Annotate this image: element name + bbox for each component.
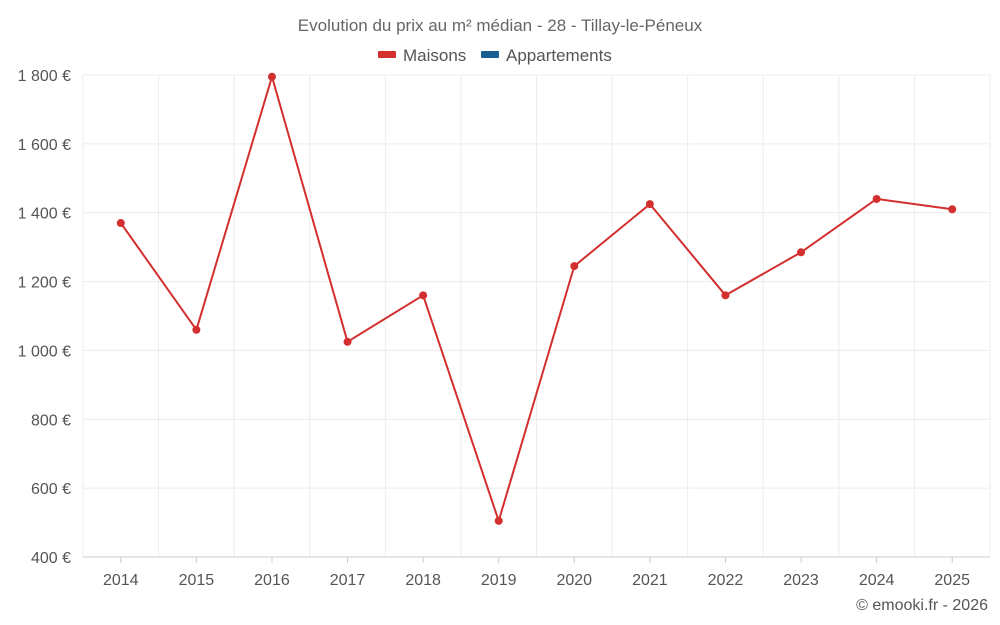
x-tick-label: 2015 [179, 572, 215, 589]
y-tick-label: 400 € [31, 550, 71, 567]
y-tick-label: 1 800 € [18, 68, 71, 85]
legend-item-appartements[interactable]: Appartements [481, 46, 612, 65]
data-point-maisons-2014[interactable] [116, 219, 125, 228]
data-point-maisons-2019[interactable] [494, 516, 503, 525]
legend: Maisons Appartements [378, 46, 612, 65]
chart-title: Evolution du prix au m² médian - 28 - Ti… [298, 16, 703, 35]
y-tick-label: 800 € [31, 412, 71, 429]
data-point-maisons-2020[interactable] [570, 262, 579, 271]
x-tick-label: 2023 [783, 572, 819, 589]
y-tick-label: 1 400 € [18, 206, 71, 223]
series-layer [116, 72, 957, 525]
data-point-maisons-2021[interactable] [645, 200, 654, 209]
x-tick-label: 2020 [556, 572, 592, 589]
series-line-maisons [119, 75, 953, 522]
legend-swatch-appartements [481, 51, 499, 58]
x-tick-label: 2021 [632, 572, 668, 589]
data-point-maisons-2023[interactable] [797, 248, 806, 257]
grid [82, 74, 991, 557]
y-tick-label: 1 000 € [18, 343, 71, 360]
data-point-maisons-2024[interactable] [872, 194, 881, 203]
data-point-maisons-2015[interactable] [192, 325, 201, 334]
legend-item-maisons[interactable]: Maisons [378, 46, 466, 65]
legend-label-appartements: Appartements [506, 46, 612, 65]
legend-label-maisons: Maisons [403, 46, 466, 65]
x-tick-label: 2025 [934, 572, 970, 589]
data-point-maisons-2022[interactable] [721, 291, 730, 300]
credit-text: © emooki.fr - 2026 [856, 597, 988, 614]
data-point-maisons-2017[interactable] [343, 337, 352, 346]
axes: 400 € 600 € 800 € 1 000 € 1 200 € 1 400 € 1 60… [18, 68, 990, 589]
data-point-maisons-2016[interactable] [267, 72, 276, 81]
y-tick-label: 1 200 € [18, 275, 71, 292]
x-tick-label: 2014 [103, 572, 139, 589]
x-tick-label: 2016 [254, 572, 290, 589]
x-tick-label: 2017 [330, 572, 366, 589]
y-tick-label: 600 € [31, 481, 71, 498]
data-point-maisons-2018[interactable] [419, 291, 428, 300]
x-tick-label: 2024 [859, 572, 895, 589]
legend-swatch-maisons [378, 51, 396, 58]
y-tick-label: 1 600 € [18, 137, 71, 154]
x-tick-label: 2022 [708, 572, 744, 589]
x-tick-label: 2019 [481, 572, 517, 589]
x-tick-label: 2018 [405, 572, 441, 589]
data-point-maisons-2025[interactable] [948, 205, 957, 214]
